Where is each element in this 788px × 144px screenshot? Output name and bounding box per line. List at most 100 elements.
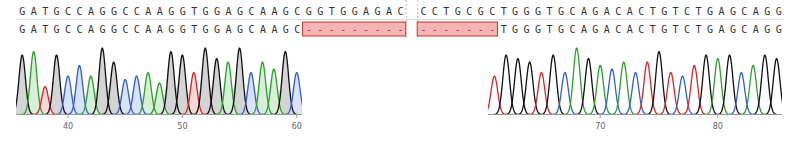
svg-text:T: T bbox=[42, 24, 48, 35]
svg-text:G: G bbox=[707, 24, 713, 35]
svg-text:A: A bbox=[31, 6, 37, 17]
svg-text:G: G bbox=[776, 24, 782, 35]
svg-text:-: - bbox=[478, 24, 484, 35]
svg-text:C: C bbox=[65, 6, 71, 17]
svg-text:A: A bbox=[145, 6, 151, 17]
svg-text:A: A bbox=[31, 24, 37, 35]
svg-text:G: G bbox=[524, 24, 530, 35]
svg-text:G: G bbox=[478, 6, 484, 17]
svg-text:C: C bbox=[122, 6, 128, 17]
svg-text:A: A bbox=[260, 24, 266, 35]
svg-text:A: A bbox=[718, 24, 724, 35]
svg-text:G: G bbox=[168, 24, 174, 35]
svg-text:G: G bbox=[375, 6, 381, 17]
svg-text:G: G bbox=[535, 6, 541, 17]
svg-text:C: C bbox=[741, 24, 747, 35]
svg-text:G: G bbox=[340, 6, 346, 17]
svg-text:C: C bbox=[122, 24, 128, 35]
svg-text:G: G bbox=[19, 24, 25, 35]
svg-text:C: C bbox=[294, 6, 300, 17]
svg-text:T: T bbox=[191, 6, 197, 17]
svg-text:T: T bbox=[443, 6, 449, 17]
svg-text:G: G bbox=[730, 24, 736, 35]
svg-text:A: A bbox=[226, 24, 232, 35]
svg-text:-: - bbox=[443, 24, 449, 35]
svg-text:A: A bbox=[157, 6, 163, 17]
svg-text:A: A bbox=[581, 24, 587, 35]
svg-text:C: C bbox=[134, 6, 140, 17]
svg-text:G: G bbox=[180, 6, 186, 17]
svg-text:G: G bbox=[317, 6, 323, 17]
svg-text:A: A bbox=[271, 24, 277, 35]
svg-text:G: G bbox=[168, 6, 174, 17]
svg-text:G: G bbox=[203, 6, 209, 17]
svg-text:C: C bbox=[420, 6, 426, 17]
svg-text:C: C bbox=[65, 24, 71, 35]
svg-text:-: - bbox=[386, 24, 392, 35]
svg-text:G: G bbox=[764, 24, 770, 35]
svg-text:C: C bbox=[684, 6, 690, 17]
svg-text:G: G bbox=[512, 24, 518, 35]
svg-text:C: C bbox=[432, 6, 438, 17]
svg-text:A: A bbox=[226, 6, 232, 17]
svg-text:G: G bbox=[19, 6, 25, 17]
svg-text:C: C bbox=[638, 24, 644, 35]
svg-text:C: C bbox=[397, 6, 403, 17]
svg-text:T: T bbox=[673, 6, 679, 17]
svg-text:G: G bbox=[214, 24, 220, 35]
svg-text:-: - bbox=[317, 24, 323, 35]
svg-text:G: G bbox=[237, 6, 243, 17]
svg-text:G: G bbox=[54, 6, 60, 17]
svg-text:C: C bbox=[741, 6, 747, 17]
svg-text:80: 80 bbox=[713, 122, 723, 131]
svg-text:C: C bbox=[248, 24, 254, 35]
svg-text:A: A bbox=[627, 24, 633, 35]
svg-text:70: 70 bbox=[595, 122, 605, 131]
svg-text:A: A bbox=[260, 6, 266, 17]
svg-text:C: C bbox=[294, 24, 300, 35]
svg-text:G: G bbox=[764, 6, 770, 17]
svg-text:-: - bbox=[340, 24, 346, 35]
svg-text:T: T bbox=[329, 6, 335, 17]
svg-text:-: - bbox=[363, 24, 369, 35]
svg-text:C: C bbox=[684, 24, 690, 35]
svg-text:C: C bbox=[569, 6, 575, 17]
svg-text:50: 50 bbox=[177, 122, 187, 131]
svg-text:G: G bbox=[180, 24, 186, 35]
svg-text:G: G bbox=[54, 24, 60, 35]
svg-text:T: T bbox=[673, 24, 679, 35]
svg-text:T: T bbox=[501, 6, 507, 17]
svg-text:G: G bbox=[214, 6, 220, 17]
svg-text:G: G bbox=[283, 24, 289, 35]
svg-text:T: T bbox=[696, 6, 702, 17]
svg-text:G: G bbox=[592, 24, 598, 35]
svg-text:G: G bbox=[535, 24, 541, 35]
svg-text:G: G bbox=[558, 24, 564, 35]
svg-text:G: G bbox=[776, 6, 782, 17]
svg-text:A: A bbox=[753, 6, 759, 17]
svg-text:G: G bbox=[111, 6, 117, 17]
svg-text:-: - bbox=[306, 24, 312, 35]
svg-text:G: G bbox=[352, 6, 358, 17]
svg-text:A: A bbox=[753, 24, 759, 35]
svg-text:T: T bbox=[546, 6, 552, 17]
svg-text:-: - bbox=[397, 24, 403, 35]
svg-text:A: A bbox=[363, 6, 369, 17]
svg-text:G: G bbox=[99, 6, 105, 17]
svg-text:C: C bbox=[466, 6, 472, 17]
svg-text:-: - bbox=[432, 24, 438, 35]
svg-text:G: G bbox=[730, 6, 736, 17]
svg-text:-: - bbox=[420, 24, 426, 35]
svg-text:G: G bbox=[661, 6, 667, 17]
svg-text:-: - bbox=[375, 24, 381, 35]
svg-text:A: A bbox=[604, 24, 610, 35]
svg-text:A: A bbox=[718, 6, 724, 17]
svg-text:T: T bbox=[191, 24, 197, 35]
svg-text:-: - bbox=[352, 24, 358, 35]
svg-text:T: T bbox=[501, 24, 507, 35]
svg-text:40: 40 bbox=[63, 122, 73, 131]
svg-text:C: C bbox=[77, 6, 83, 17]
svg-text:C: C bbox=[489, 6, 495, 17]
svg-text:T: T bbox=[546, 24, 552, 35]
svg-text:C: C bbox=[615, 6, 621, 17]
